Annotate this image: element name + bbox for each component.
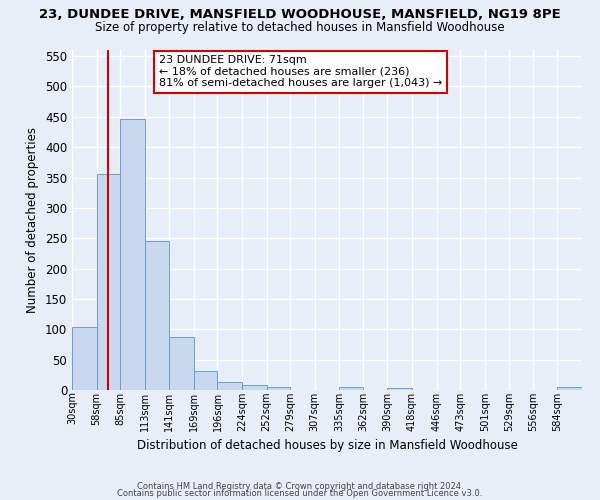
Text: Size of property relative to detached houses in Mansfield Woodhouse: Size of property relative to detached ho…: [95, 22, 505, 35]
Bar: [97, 174, 120, 390]
Bar: [242, 385, 266, 390]
Bar: [388, 388, 412, 390]
Bar: [557, 387, 582, 390]
Text: Contains HM Land Registry data © Crown copyright and database right 2024.: Contains HM Land Registry data © Crown c…: [137, 482, 463, 491]
Bar: [120, 118, 145, 390]
Bar: [266, 387, 290, 390]
Bar: [194, 371, 217, 390]
Bar: [339, 387, 363, 390]
Bar: [145, 240, 169, 390]
Bar: [217, 382, 242, 390]
Bar: [169, 336, 194, 390]
Y-axis label: Number of detached properties: Number of detached properties: [26, 127, 40, 313]
Text: 23, DUNDEE DRIVE, MANSFIELD WOODHOUSE, MANSFIELD, NG19 8PE: 23, DUNDEE DRIVE, MANSFIELD WOODHOUSE, M…: [39, 8, 561, 20]
Text: Contains public sector information licensed under the Open Government Licence v3: Contains public sector information licen…: [118, 489, 482, 498]
Bar: [72, 328, 97, 390]
Text: 23 DUNDEE DRIVE: 71sqm
← 18% of detached houses are smaller (236)
81% of semi-de: 23 DUNDEE DRIVE: 71sqm ← 18% of detached…: [158, 55, 442, 88]
X-axis label: Distribution of detached houses by size in Mansfield Woodhouse: Distribution of detached houses by size …: [137, 439, 517, 452]
